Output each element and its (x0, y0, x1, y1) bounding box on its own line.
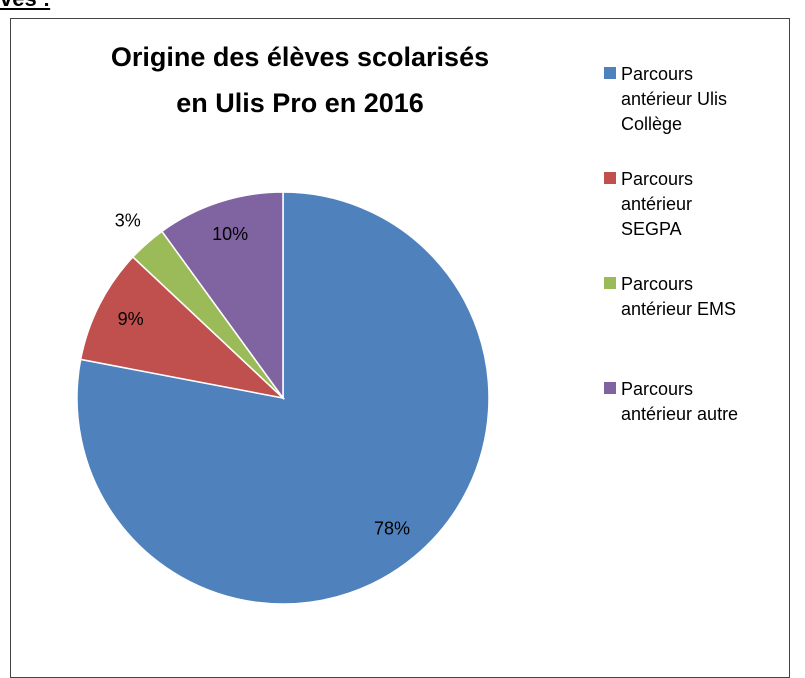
heading: ves : (0, 0, 50, 12)
data-label: 78% (374, 518, 410, 538)
chart-title: Origine des élèves scolarisés en Ulis Pr… (110, 42, 490, 118)
legend-label: Parcours antérieur Ulis Collège (621, 64, 728, 134)
data-label: 9% (118, 309, 144, 329)
data-label: 3% (115, 211, 141, 231)
legend-swatch (604, 277, 616, 289)
legend-swatch (604, 382, 616, 394)
legend-label: Parcours antérieur autre (621, 379, 739, 424)
data-label: 10% (212, 224, 248, 244)
legend-swatch (604, 172, 616, 184)
legend-label: Parcours antérieur EMS (621, 274, 737, 319)
pie-slice (160, 191, 284, 401)
chart: 78% 9% 3% 10% (76, 191, 490, 605)
legend-label: Parcours antérieur SEGPA (621, 169, 694, 239)
pie-slice (79, 255, 286, 400)
legend-swatch (604, 67, 616, 79)
